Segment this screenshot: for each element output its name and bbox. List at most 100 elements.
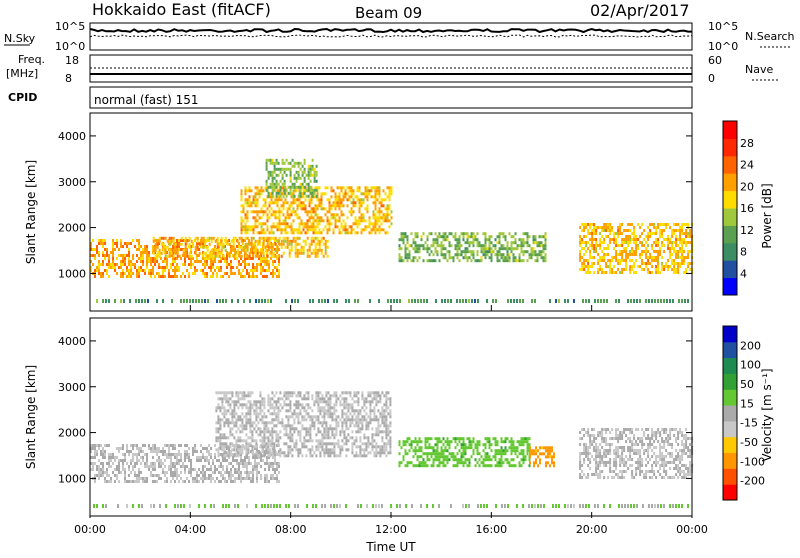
echo-cell — [509, 232, 511, 235]
echo-cell — [316, 165, 318, 168]
echo-cell — [469, 464, 471, 467]
echo-cell — [627, 223, 629, 226]
echo-cell — [219, 433, 221, 436]
echo-cell — [247, 237, 249, 240]
y-tick-label: 1000 — [58, 267, 86, 280]
echo-cell — [387, 195, 389, 198]
echo-cell — [108, 266, 110, 269]
echo-cell — [383, 418, 385, 421]
echo-cell — [429, 232, 431, 235]
echo-cell — [583, 268, 585, 271]
echo-cell — [285, 237, 287, 240]
echo-cell — [359, 418, 361, 421]
echo-cell — [505, 238, 507, 241]
echo-cell — [621, 256, 623, 259]
echo-cell — [152, 480, 154, 483]
echo-cell — [223, 424, 225, 427]
echo-cell — [269, 397, 271, 400]
echo-cell — [257, 192, 259, 195]
echo-cell — [162, 468, 164, 471]
echo-cell — [329, 225, 331, 228]
echo-cell — [323, 397, 325, 400]
echo-cell — [248, 456, 250, 459]
echo-cell — [329, 436, 331, 439]
echo-cell — [220, 260, 222, 263]
echo-cell — [367, 225, 369, 228]
echo-cell — [585, 244, 587, 247]
echo-cell — [299, 216, 301, 219]
echo-cell — [185, 252, 187, 255]
echo-cell — [681, 232, 683, 235]
echo-cell — [285, 442, 287, 445]
echo-cell — [371, 418, 373, 421]
echo-cell — [315, 255, 317, 258]
echo-cell — [487, 247, 489, 250]
echo-cell — [164, 480, 166, 483]
echo-cell — [102, 272, 104, 275]
velocity-echoes — [90, 391, 693, 508]
echo-cell — [545, 244, 547, 247]
echo-cell — [122, 272, 124, 275]
echo-cell — [427, 235, 429, 238]
echo-cell — [166, 266, 168, 269]
echo-cell — [202, 477, 204, 480]
echo-cell — [142, 456, 144, 459]
echo-cell — [261, 252, 263, 255]
echo-cell — [256, 468, 258, 471]
sky-tick-bottom: 10^0 — [55, 40, 85, 53]
echo-cell — [331, 195, 333, 198]
echo-cell — [419, 247, 421, 250]
echo-cell — [291, 436, 293, 439]
echo-cell — [136, 254, 138, 257]
echo-cell — [265, 246, 267, 249]
echo-cell — [289, 249, 291, 252]
echo-cell — [277, 421, 279, 424]
echo-cell — [314, 180, 316, 183]
echo-cell — [539, 241, 541, 244]
echo-cell — [335, 421, 337, 424]
echo-cell — [625, 241, 627, 244]
echo-cell — [639, 253, 641, 256]
echo-cell — [295, 448, 297, 451]
echo-cell — [665, 238, 667, 241]
ground-scatter-cell — [678, 299, 680, 303]
echo-cell — [146, 245, 148, 248]
echo-cell — [355, 445, 357, 448]
echo-cell — [633, 235, 635, 238]
echo-cell — [249, 412, 251, 415]
echo-cell — [181, 243, 183, 246]
echo-cell — [319, 451, 321, 454]
echo-cell — [255, 225, 257, 228]
echo-cell — [261, 403, 263, 406]
echo-cell — [263, 403, 265, 406]
echo-cell — [413, 449, 415, 452]
echo-cell — [170, 456, 172, 459]
echo-cell — [243, 249, 245, 252]
echo-cell — [283, 403, 285, 406]
echo-cell — [443, 455, 445, 458]
echo-cell — [92, 462, 94, 465]
echo-cell — [277, 204, 279, 207]
echo-cell — [689, 262, 691, 265]
echo-cell — [399, 259, 401, 262]
echo-cell — [295, 228, 297, 231]
echo-cell — [441, 440, 443, 443]
echo-cell — [243, 394, 245, 397]
echo-cell — [321, 445, 323, 448]
echo-cell — [625, 262, 627, 265]
echo-cell — [313, 207, 315, 210]
echo-cell — [255, 219, 257, 222]
echo-cell — [100, 468, 102, 471]
echo-cell — [505, 235, 507, 238]
echo-cell — [229, 391, 231, 394]
echo-cell — [251, 448, 253, 451]
echo-cell — [657, 241, 659, 244]
echo-cell — [271, 418, 273, 421]
echo-cell — [249, 436, 251, 439]
echo-cell — [299, 228, 301, 231]
echo-cell — [257, 400, 259, 403]
echo-cell — [603, 226, 605, 229]
echo-cell — [150, 474, 152, 477]
echo-cell — [96, 468, 98, 471]
echo-cell — [138, 257, 140, 260]
